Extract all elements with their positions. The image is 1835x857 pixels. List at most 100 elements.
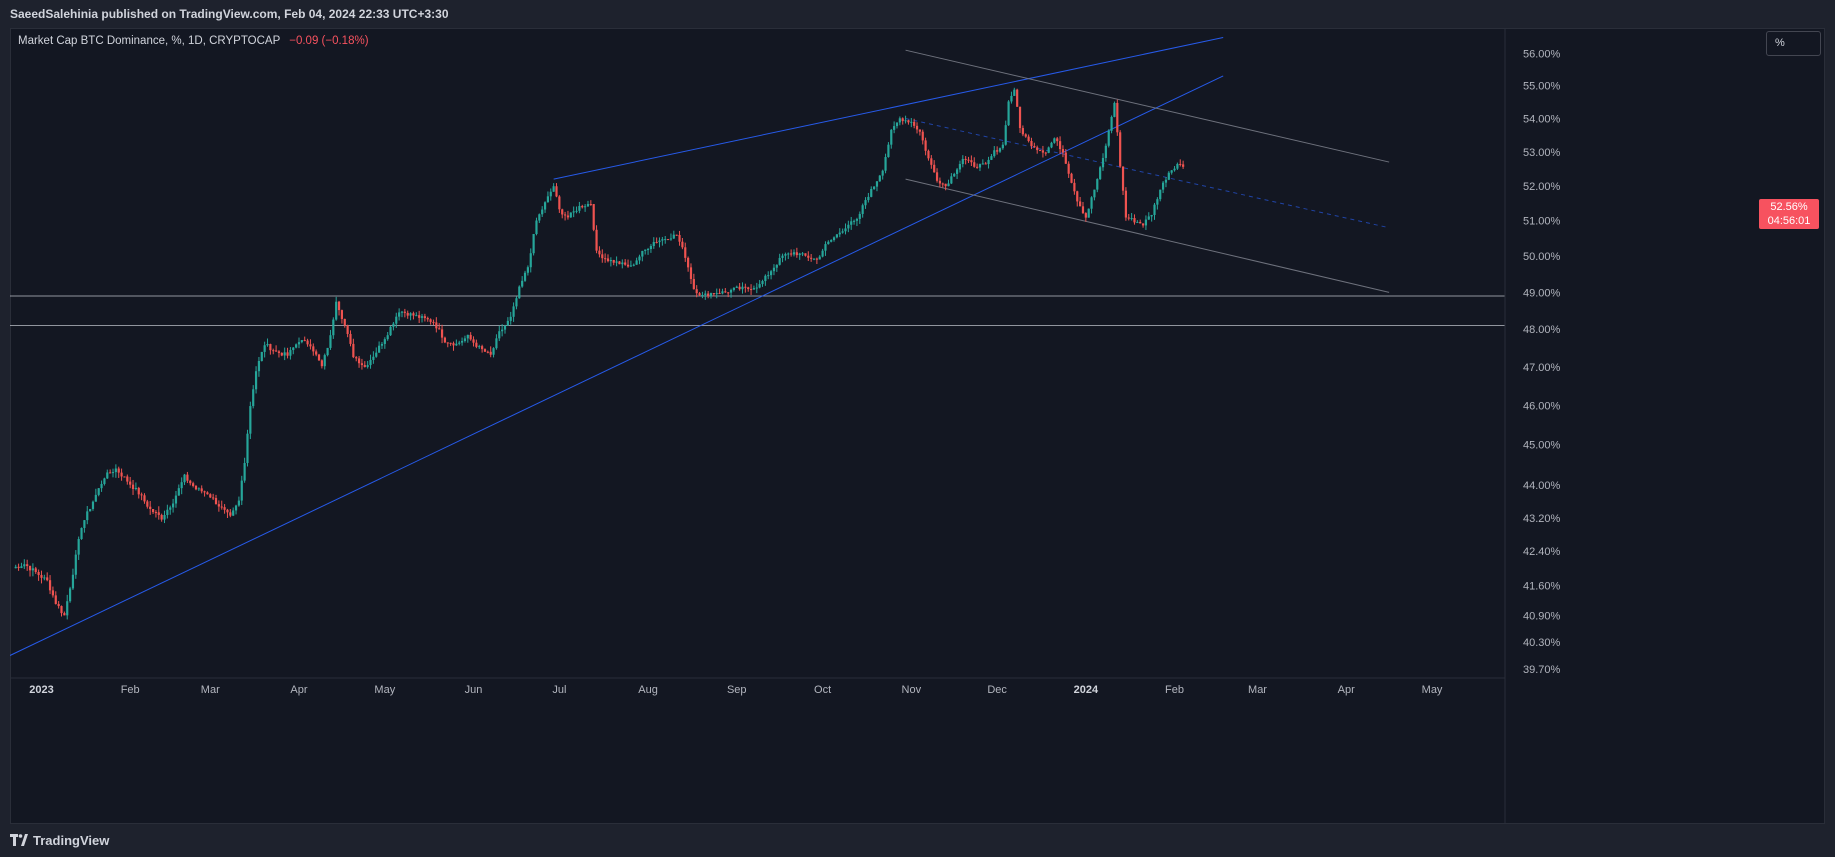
price-tick-label: 41.60% — [1523, 580, 1561, 592]
candle-body — [146, 501, 149, 507]
candle-body — [80, 527, 83, 540]
candle-body — [189, 480, 192, 484]
candle-body — [1121, 166, 1125, 191]
candle-body — [1050, 142, 1053, 148]
candle-body — [266, 344, 269, 346]
candle-body — [129, 481, 132, 485]
candle-body — [151, 508, 155, 513]
candle-body — [446, 342, 449, 344]
candle-body — [727, 292, 730, 294]
candle-body — [89, 508, 92, 512]
candle-body — [895, 122, 899, 127]
candle-body — [584, 206, 587, 208]
candle-body — [689, 267, 693, 279]
candle-body — [950, 176, 953, 184]
candle-body — [801, 253, 804, 255]
chart-canvas[interactable]: 56.00% 55.00% 54.00% 53.00% 52.00% 51.00% 50.0… — [10, 28, 1825, 824]
candle-body — [555, 186, 558, 197]
candle-body — [292, 347, 295, 351]
candle-body — [707, 293, 710, 297]
candle-body — [68, 588, 72, 602]
candle-body — [1136, 221, 1139, 223]
candle-body — [498, 331, 501, 339]
price-tick-label: 40.30% — [1523, 637, 1561, 649]
candle-body — [781, 255, 784, 258]
candle-body — [850, 221, 853, 225]
candle-body — [20, 566, 23, 569]
time-tick-label: Mar — [1248, 684, 1267, 696]
candle-body — [43, 577, 46, 579]
candle-body — [1116, 102, 1119, 133]
candle-body — [492, 348, 495, 355]
candle-body — [1033, 146, 1036, 148]
candle-body — [715, 293, 718, 295]
candle-body — [1044, 152, 1047, 154]
candle-body — [1161, 182, 1165, 190]
candle-body — [792, 252, 796, 255]
candle-body — [1182, 164, 1185, 167]
candle-body — [389, 326, 392, 336]
candle-body — [947, 183, 950, 187]
percent-scale-button[interactable]: % — [1766, 31, 1821, 56]
candle-body — [666, 239, 670, 241]
candle-body — [415, 315, 418, 317]
candle-body — [543, 202, 547, 210]
candle-body — [738, 286, 741, 290]
candle-body — [232, 510, 235, 516]
candle-body — [546, 196, 550, 203]
candle-body — [226, 509, 229, 513]
candle-body — [512, 306, 515, 317]
candle-body — [907, 120, 910, 123]
price-tick-label: 50.00% — [1523, 251, 1561, 263]
candle-body — [898, 118, 901, 123]
candle-body — [1018, 106, 1022, 129]
candle-body — [646, 249, 650, 251]
candle-body — [655, 241, 658, 243]
candle-body — [930, 158, 933, 165]
channel-bottom-line — [905, 178, 1390, 293]
candle-body — [212, 497, 215, 499]
candle-body — [918, 129, 921, 132]
chart-pane[interactable] — [10, 28, 1825, 824]
trendlines — [10, 36, 1390, 656]
candle-body — [246, 433, 249, 463]
candle-body — [386, 335, 389, 340]
candle-body — [234, 505, 238, 511]
candle-body — [592, 204, 595, 230]
candle-body — [824, 244, 827, 251]
candle-body — [904, 120, 907, 122]
candle-body — [157, 512, 160, 515]
candle-body — [134, 487, 137, 490]
candle-body — [192, 483, 195, 486]
candle-body — [74, 554, 77, 575]
candle-body — [312, 346, 315, 352]
candle-body — [140, 494, 143, 496]
candle-body — [71, 574, 75, 589]
candle-body — [355, 357, 358, 359]
candle-body — [812, 258, 816, 260]
candle-body — [60, 606, 63, 614]
candle-body — [618, 261, 621, 265]
candle-body — [521, 280, 524, 287]
candle-body — [873, 186, 876, 189]
brand-footer[interactable]: TradingView — [10, 830, 109, 850]
time-tick-label: May — [374, 684, 395, 696]
candle-body — [832, 237, 836, 241]
candle-body — [661, 239, 664, 241]
price-tick-label: 47.00% — [1523, 362, 1561, 374]
candle-body — [644, 249, 647, 251]
candle-body — [987, 159, 990, 165]
candle-body — [1041, 150, 1045, 153]
candle-body — [1170, 170, 1173, 173]
candle-body — [941, 183, 944, 185]
candle-body — [778, 257, 781, 265]
candle-body — [183, 474, 186, 483]
candle-body — [343, 318, 346, 326]
candle-body — [755, 287, 758, 289]
candle-body — [649, 246, 653, 250]
symbol-legend[interactable]: Market Cap BTC Dominance, %, 1D, CRYPTOC… — [18, 35, 369, 47]
candle-body — [901, 118, 904, 122]
candle-body — [458, 342, 461, 344]
candle-body — [320, 360, 323, 367]
candle-body — [1093, 189, 1096, 198]
